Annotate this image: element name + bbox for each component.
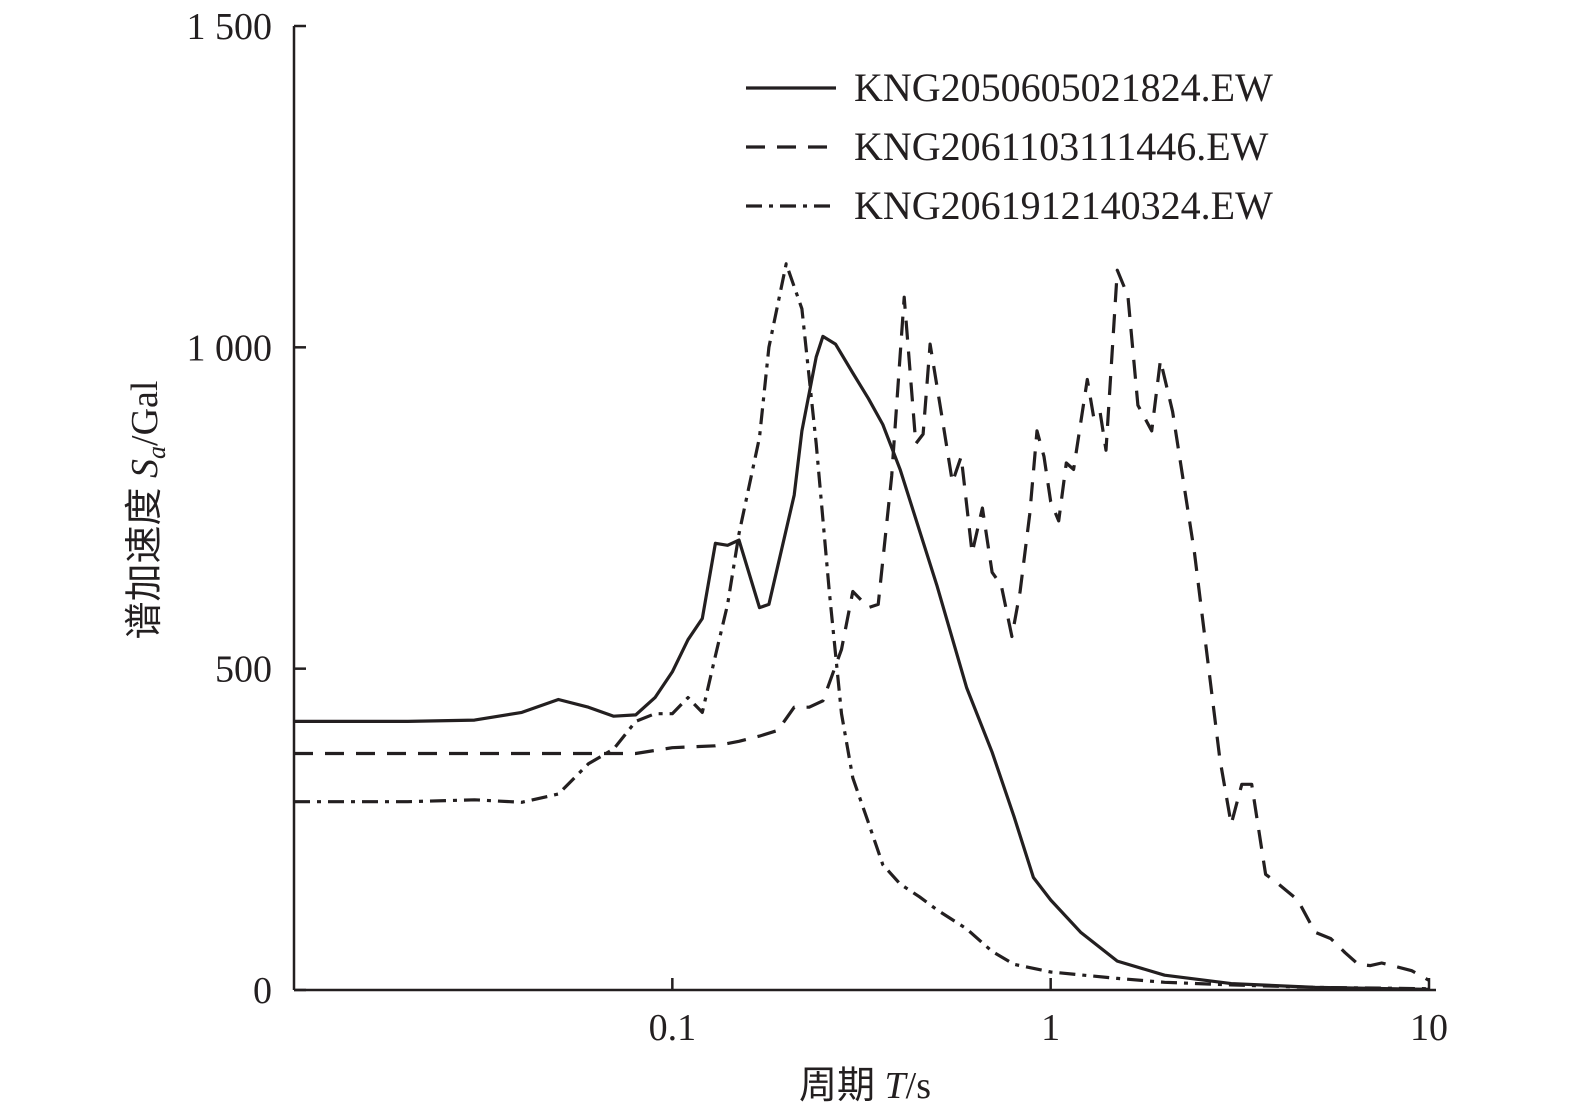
- series-layer: [294, 262, 1430, 991]
- y-axis-title: 谱加速度 Sa/Gal: [124, 381, 171, 640]
- x-tick-label: 0.1: [649, 1007, 697, 1049]
- axes: [292, 26, 1436, 992]
- legend-label: KNG2050605021824.EW: [854, 65, 1273, 110]
- y-tick-label: 1 500: [187, 6, 273, 48]
- y-tick-label: 1 000: [187, 327, 273, 369]
- legend-label: KNG2061912140324.EW: [854, 183, 1273, 228]
- series-line-solid: [294, 334, 1430, 991]
- y-tick-label: 0: [253, 970, 272, 1012]
- x-ticks: 0.1 1 10: [649, 978, 1448, 1049]
- y-tick-label: 500: [215, 649, 272, 691]
- legend-item: KNG2061103111446.EW: [746, 124, 1269, 169]
- series-line-dashdot: [294, 262, 1430, 991]
- legend: KNG2050605021824.EW KNG2061103111446.EW …: [746, 65, 1273, 228]
- legend-label: KNG2061103111446.EW: [854, 124, 1269, 169]
- x-tick-label: 10: [1410, 1007, 1448, 1049]
- series-line-dashed: [294, 268, 1430, 982]
- x-axis-title: 周期 T/s: [799, 1065, 931, 1107]
- legend-item: KNG2061912140324.EW: [746, 183, 1273, 228]
- y-ticks: 0 500 1 000 1 500: [187, 6, 306, 1012]
- legend-item: KNG2050605021824.EW: [746, 65, 1273, 110]
- x-tick-label: 1: [1041, 1007, 1060, 1049]
